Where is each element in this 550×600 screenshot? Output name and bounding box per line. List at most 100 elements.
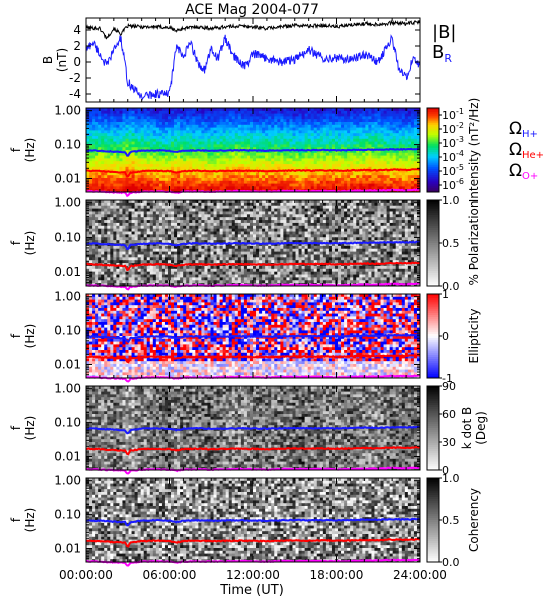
heatmap-cell xyxy=(362,205,366,209)
heatmap-cell xyxy=(334,234,339,238)
heatmap-cell xyxy=(225,211,230,215)
heatmap-cell xyxy=(259,220,263,224)
heatmap-cell xyxy=(134,144,139,148)
heatmap-cell xyxy=(134,180,139,184)
heatmap-cell xyxy=(344,110,348,114)
heatmap-cell xyxy=(316,110,321,114)
heatmap-cell xyxy=(125,110,129,114)
heatmap-cell xyxy=(365,127,369,131)
heatmap-cell xyxy=(310,147,315,151)
heatmap-cell xyxy=(380,144,384,148)
heatmap-cell xyxy=(334,127,339,131)
heatmap-cell xyxy=(183,144,187,148)
heatmap-cell xyxy=(368,141,372,145)
y-axis-label: f(Hz) xyxy=(9,138,37,163)
heatmap-cell xyxy=(362,110,366,114)
heatmap-cell xyxy=(331,234,336,238)
heatmap-cell xyxy=(350,158,354,162)
heatmap-cell xyxy=(274,234,278,238)
heatmap-cell xyxy=(298,119,302,123)
heatmap-cell xyxy=(289,152,293,156)
heatmap-cell xyxy=(359,231,363,235)
heatmap-cell xyxy=(225,158,230,162)
heatmap-cell xyxy=(219,119,224,123)
heatmap-cell xyxy=(268,116,272,120)
heatmap-cell xyxy=(277,166,281,170)
heatmap-cell xyxy=(344,113,348,117)
heatmap-cell xyxy=(283,225,287,230)
heatmap-cell xyxy=(341,175,345,179)
heatmap-cell xyxy=(180,147,184,151)
heatmap-cell xyxy=(164,166,169,170)
heatmap-cell xyxy=(347,186,351,190)
heatmap-cell xyxy=(395,164,400,168)
heatmap-cell xyxy=(253,138,257,142)
heatmap-cell xyxy=(95,225,99,230)
heatmap-cell xyxy=(216,141,220,145)
heatmap-cell xyxy=(161,155,166,159)
heatmap-cell xyxy=(92,147,96,151)
heatmap-cell xyxy=(310,108,315,112)
heatmap-cell xyxy=(143,155,148,159)
heatmap-cell xyxy=(283,208,287,212)
heatmap-cell xyxy=(322,113,327,117)
heatmap-cell xyxy=(140,144,145,148)
heatmap-cell xyxy=(122,211,126,215)
heatmap-cell xyxy=(110,130,114,134)
heatmap-cell xyxy=(171,122,175,126)
heatmap-cell xyxy=(334,113,339,117)
heatmap-cell xyxy=(359,172,363,176)
heatmap-cell xyxy=(174,158,178,162)
heatmap-cell xyxy=(395,200,400,204)
heatmap-cell xyxy=(201,200,205,204)
heatmap-cell xyxy=(356,108,360,112)
heatmap-cell xyxy=(137,108,142,112)
heatmap-cell xyxy=(359,108,363,112)
heatmap-cell xyxy=(104,113,108,117)
heatmap-cell xyxy=(110,228,114,232)
heatmap-cell xyxy=(143,124,148,128)
heatmap-cell xyxy=(95,158,99,162)
heatmap-cell xyxy=(107,186,111,190)
heatmap-cell xyxy=(86,231,90,235)
heatmap-cell xyxy=(338,124,342,128)
heatmap-cell xyxy=(234,172,239,176)
heatmap-cell xyxy=(268,237,272,241)
heatmap-cell xyxy=(410,205,415,209)
heatmap-cell xyxy=(353,214,357,218)
heatmap-cell xyxy=(271,208,275,212)
heatmap-cell xyxy=(174,208,178,212)
heatmap-cell xyxy=(164,237,169,241)
heatmap-cell xyxy=(107,158,111,162)
heatmap-cell xyxy=(407,180,412,184)
heatmap-cell xyxy=(167,133,172,137)
heatmap-cell xyxy=(331,150,336,154)
heatmap-cell xyxy=(259,180,263,184)
heatmap-cell xyxy=(86,108,90,112)
heatmap-cell xyxy=(222,205,227,209)
heatmap-cell xyxy=(301,133,306,137)
heatmap-cell xyxy=(316,127,321,131)
heatmap-cell xyxy=(225,152,230,156)
heatmap-cell xyxy=(146,205,151,209)
heatmap-cell xyxy=(334,175,339,179)
heatmap-cell xyxy=(186,119,190,123)
heatmap-cell xyxy=(350,225,354,230)
heatmap-cell xyxy=(310,127,315,131)
heatmap-cell xyxy=(374,150,378,154)
heatmap-cell xyxy=(180,205,184,209)
heatmap-cell xyxy=(286,220,290,224)
heatmap-cell xyxy=(131,116,135,120)
heatmap-cell xyxy=(368,155,372,159)
heatmap-cell xyxy=(401,220,406,224)
heatmap-cell xyxy=(319,172,324,176)
heatmap-cell xyxy=(322,116,327,120)
heatmap-cell xyxy=(289,172,293,176)
heatmap-cell xyxy=(410,217,415,221)
heatmap-cell xyxy=(243,214,248,218)
heatmap-cell xyxy=(377,116,381,120)
heatmap-cell xyxy=(325,133,330,137)
heatmap-cell xyxy=(167,119,172,123)
heatmap-cell xyxy=(219,144,224,148)
heatmap-cell xyxy=(289,133,293,137)
